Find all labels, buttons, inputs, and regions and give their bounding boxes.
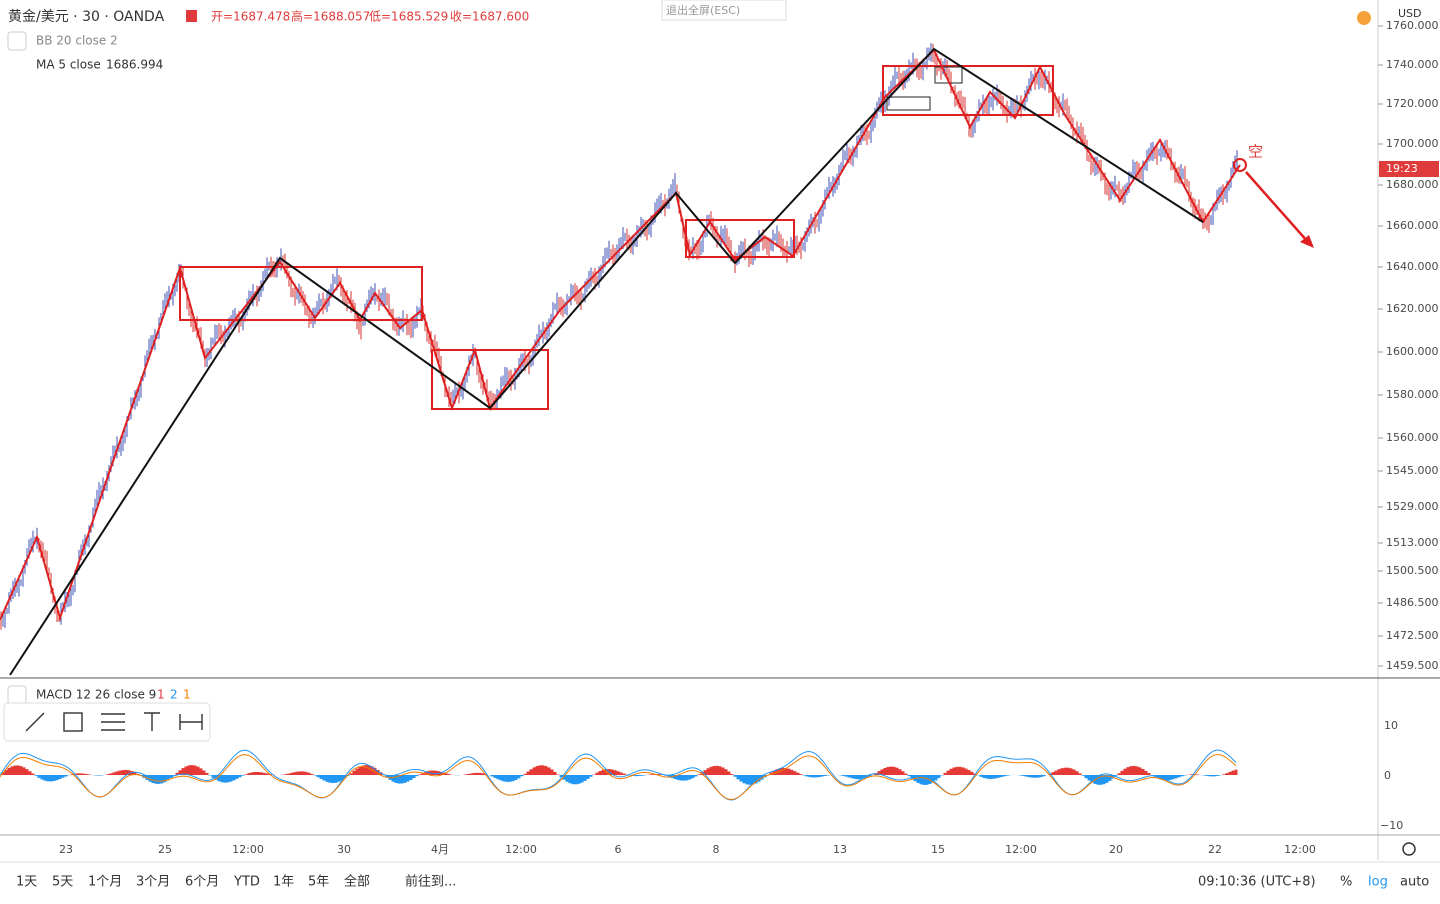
bottom-bar: 1天 5天 1个月 3个月 6个月 YTD 1年 5年 全部 前往到... 09:10:36 (UT… — [16, 874, 1429, 890]
range-button[interactable]: 1年 — [273, 875, 294, 890]
price-label: 1600.000 — [1386, 345, 1439, 358]
entry-circle — [1233, 158, 1247, 172]
time-label: 25 — [158, 843, 172, 856]
settings[interactable] — [1402, 842, 1416, 856]
macd-param: 2 — [170, 688, 178, 702]
time-label: 20 — [1109, 843, 1123, 856]
exit-button[interactable] — [661, 0, 787, 21]
macd-plot — [0, 749, 1238, 801]
close: 收=1687.600 — [450, 10, 529, 24]
symbol: 黄金/美元 · 30 · OANDA — [8, 8, 165, 25]
arrow — [1245, 171, 1309, 243]
signal-line — [0, 754, 1237, 801]
price-label: 1513.000 — [1386, 536, 1439, 549]
alert-icon[interactable] — [1357, 11, 1371, 25]
range-button[interactable]: 5年 — [308, 875, 329, 890]
price-label: 1700.000 — [1386, 137, 1439, 150]
price-label: 1580.000 — [1386, 388, 1439, 401]
time-label: 12:00 — [1284, 843, 1316, 856]
annotation: 空 — [1248, 143, 1263, 161]
goto-button[interactable]: 前往到... — [405, 874, 456, 890]
macd-label: MACD 12 26 close 9 — [36, 688, 156, 702]
price-label: 1640.000 — [1386, 260, 1439, 273]
macd-axis-label: 0 — [1384, 769, 1391, 782]
open: 开=1687.478 — [211, 10, 290, 24]
ma-label: MA 5 close — [36, 58, 101, 72]
range-button[interactable]: 6个月 — [185, 875, 219, 890]
time-label: 8 — [713, 843, 720, 856]
currency: USD — [1398, 7, 1422, 20]
candles — [0, 42, 1238, 630]
ma-value: 1686.994 — [106, 58, 163, 72]
price-label: 1545.000 — [1386, 464, 1439, 477]
price-label: 1720.000 — [1386, 97, 1439, 110]
black-zigzag — [9, 47, 1204, 676]
macd-line — [0, 749, 1237, 801]
range-button[interactable]: 5天 — [52, 875, 73, 890]
macd-axis-label: −10 — [1380, 819, 1403, 832]
high: 高=1688.057 — [291, 9, 370, 24]
time-label: 12:00 — [232, 843, 264, 856]
scale-button[interactable]: log — [1368, 875, 1388, 890]
time-label: 6 — [615, 843, 622, 856]
low: 低=1685.529 — [369, 10, 448, 24]
collapse[interactable] — [7, 685, 27, 705]
time-label: 15 — [931, 843, 945, 856]
arrow-head — [1300, 235, 1314, 248]
time-label: 4月 — [431, 843, 449, 856]
range-button[interactable]: 3个月 — [136, 875, 170, 890]
range-button[interactable]: 1天 — [16, 875, 37, 890]
scale-button[interactable]: auto — [1400, 875, 1429, 890]
price-label: 1740.000 — [1386, 58, 1439, 71]
clock: 09:10:36 (UTC+8) — [1198, 875, 1316, 890]
range-button[interactable]: 1个月 — [88, 875, 122, 890]
flag[interactable] — [186, 10, 197, 22]
macd-param: 1 — [157, 688, 165, 702]
price-label: 1500.500 — [1386, 564, 1439, 577]
exit-label: 退出全屏(ESC) — [666, 3, 740, 17]
time-label: 13 — [833, 843, 847, 856]
scale-button[interactable]: % — [1340, 875, 1352, 890]
time-label: 30 — [337, 843, 351, 856]
time-label: 12:00 — [1005, 843, 1037, 856]
time-axis: 23 25 12:00 30 4月 12:00 6 8 13 15 12:00 20 22 12:00 — [59, 843, 1316, 856]
price-label: 1459.500 — [1386, 659, 1439, 672]
collapse[interactable] — [7, 31, 27, 51]
price-label: 1680.000 — [1386, 178, 1439, 191]
time-label: 12:00 — [505, 843, 537, 856]
price-axis: 1760.000 1740.000 1720.000 1700.000 1680.000… — [1378, 19, 1439, 672]
price-label: 1472.500 — [1386, 629, 1439, 642]
price-label: 1486.500 — [1386, 596, 1439, 609]
price-label: 1660.000 — [1386, 219, 1439, 232]
price-label: 1760.000 — [1386, 19, 1439, 32]
price-tag — [1379, 161, 1439, 177]
macd-param: 1 — [183, 688, 191, 702]
range-button[interactable]: YTD — [233, 875, 260, 890]
bb-label: BB 20 close 2 — [36, 34, 118, 48]
tools[interactable] — [25, 712, 203, 732]
macd-axis-label: 10 — [1384, 719, 1398, 732]
boxes — [179, 65, 1054, 410]
price-label: 1620.000 — [1386, 302, 1439, 315]
price-label: 1529.000 — [1386, 500, 1439, 513]
time-label: 22 — [1208, 843, 1222, 856]
range-button[interactable]: 全部 — [344, 874, 370, 890]
red-zigzag — [0, 48, 1241, 622]
price-label: 1560.000 — [1386, 431, 1439, 444]
time-label: 23 — [59, 843, 73, 856]
price-tag-text: 19:23 — [1386, 162, 1418, 175]
